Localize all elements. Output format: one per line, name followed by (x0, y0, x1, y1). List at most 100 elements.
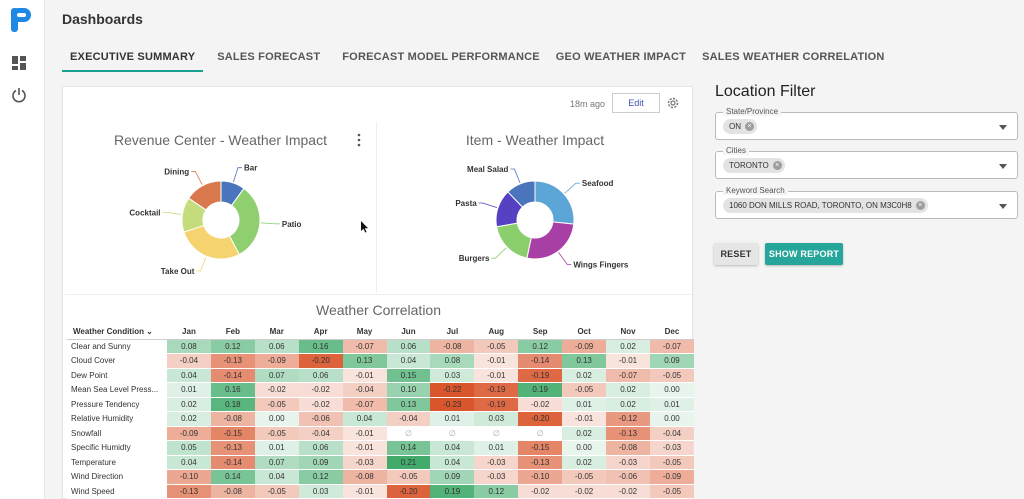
heatmap-cell: ∅ (474, 426, 519, 441)
heatmap-cell: 0.19 (518, 382, 563, 398)
reset-button[interactable]: RESET (714, 243, 758, 265)
cities-chip-label: TORONTO (729, 161, 769, 170)
gear-icon[interactable] (666, 96, 680, 110)
dashboard-icon[interactable] (11, 55, 27, 71)
heatmap-cell: -0.02 (298, 397, 343, 412)
revenue-leader-line (232, 167, 242, 183)
state-label: State/Province (723, 107, 782, 116)
revenue-slice-dining[interactable] (187, 180, 222, 211)
chevron-down-icon[interactable] (999, 164, 1007, 169)
heatmap-cell: 0.12 (474, 484, 519, 499)
tab-sales-forecast[interactable]: SALES FORECAST (217, 51, 321, 63)
heatmap-cell: 0.06 (254, 339, 299, 354)
chip-remove-icon[interactable]: × (915, 201, 925, 210)
column-header-mar: Mar (254, 325, 299, 340)
heatmap-cell: -0.14 (518, 353, 563, 369)
column-header-jul: Jul (430, 325, 475, 340)
row-label: Clear and Sunny (67, 339, 167, 354)
heatmap-cell: 0.10 (386, 382, 431, 398)
row-label: Pressure Tendency (67, 397, 167, 412)
heatmap-cell: -0.04 (649, 426, 694, 441)
table-row: Wind Direction -0.10 0.14 0.04 0.12 -0.08 -0.0… (67, 469, 694, 485)
row-label: Wind Direction (67, 469, 167, 485)
app-logo[interactable] (9, 6, 35, 34)
heatmap-cell: 0.02 (606, 382, 650, 398)
heatmap-cell: 0.07 (254, 368, 299, 383)
last-updated: 18m ago (570, 99, 606, 109)
heatmap-cell: 0.12 (210, 339, 255, 354)
heatmap-cell: 0.04 (430, 455, 475, 470)
heatmap-cell: -0.02 (518, 397, 563, 412)
heatmap-cell: 0.08 (167, 339, 211, 354)
heatmap-cell: 0.01 (254, 440, 299, 456)
heatmap-cell: 0.04 (342, 411, 387, 427)
item-slice-seafood[interactable] (534, 180, 575, 225)
heatmap-cell: -0.05 (649, 484, 694, 499)
heatmap-cell: 0.03 (430, 368, 475, 383)
item-slice-wings-fingers[interactable] (526, 221, 575, 260)
revenue-leader-line (191, 171, 203, 185)
heatmap-cell: 0.02 (167, 411, 211, 427)
revenue-slice-take-out[interactable] (183, 224, 240, 260)
heatmap-cell: 0.12 (518, 339, 563, 354)
heatmap-cell: -0.06 (298, 411, 343, 427)
chevron-down-icon[interactable] (999, 125, 1007, 130)
heatmap-cell: -0.08 (342, 469, 387, 485)
heatmap-cell: -0.20 (518, 411, 563, 427)
more-options-icon[interactable] (356, 133, 362, 147)
heatmap-cell: 0.01 (167, 382, 211, 398)
chevron-down-icon[interactable] (999, 204, 1007, 209)
heatmap-cell: -0.08 (210, 411, 255, 427)
heatmap-cell: 0.03 (474, 411, 519, 427)
revenue-label-dining: Dining (164, 167, 189, 176)
column-header-may: May (342, 325, 387, 340)
chip-remove-icon[interactable]: × (772, 161, 782, 170)
item-label-seafood: Seafood (582, 179, 614, 188)
state-select[interactable]: State/Province ON × (715, 107, 1018, 140)
tab-sales-weather-correlation[interactable]: SALES WEATHER CORRELATION (702, 51, 885, 63)
power-icon[interactable] (11, 87, 27, 103)
item-slice-meal-salad[interactable] (507, 180, 536, 208)
heatmap-cell: 0.09 (430, 469, 475, 485)
heatmap-cell: -0.05 (254, 397, 299, 412)
item-slice-burgers[interactable] (496, 222, 532, 259)
keyword-search-select[interactable]: Keyword Search 1060 DON MILLS ROAD, TORO… (715, 186, 1018, 219)
heatmap-cell: 0.09 (298, 455, 343, 470)
nav-rail (0, 0, 45, 499)
chip-remove-icon[interactable]: × (745, 122, 754, 131)
heatmap-cell: -0.05 (254, 484, 299, 499)
heatmap-cell: -0.22 (430, 382, 475, 398)
heatmap-cell: -0.04 (386, 411, 431, 427)
heatmap-cell: -0.13 (210, 440, 255, 456)
revenue-label-cocktail: Cocktail (129, 208, 160, 217)
heatmap-cell: -0.13 (606, 426, 650, 441)
heatmap-cell: 0.04 (167, 368, 211, 383)
item-label-meal-salad: Meal Salad (467, 165, 508, 174)
keyword-chip: 1060 DON MILLS ROAD, TORONTO, ON M3C0H8 × (723, 198, 928, 213)
mouse-cursor-icon (361, 221, 368, 233)
revenue-leader-line (162, 211, 182, 215)
heatmap-cell: -0.06 (606, 469, 650, 485)
tab-geo-weather-impact[interactable]: GEO WEATHER IMPACT (555, 51, 687, 63)
item-donut-chart: Seafood Wings Fingers Burgers Pasta Meal Sal… (455, 165, 629, 269)
revenue-slice-patio[interactable] (228, 187, 261, 256)
row-header[interactable]: Weather Condition ⌄ (67, 325, 167, 340)
revenue-leader-line (196, 256, 207, 272)
heatmap-cell: 0.02 (562, 455, 607, 470)
heatmap-cell: 0.15 (386, 368, 431, 383)
heatmap-cell: -0.14 (210, 368, 255, 383)
row-label: Snowfall (67, 426, 167, 441)
heatmap-cell: -0.13 (518, 455, 563, 470)
tab-forecast-model-performance[interactable]: FORECAST MODEL PERFORMANCE (342, 51, 540, 63)
heatmap-cell: 0.02 (562, 368, 607, 383)
show-report-button[interactable]: SHOW REPORT (765, 243, 843, 265)
heatmap-cell: 0.19 (430, 484, 475, 499)
heatmap-cell: -0.05 (562, 382, 607, 398)
cities-select[interactable]: Cities TORONTO × (715, 146, 1018, 179)
item-leader-line (491, 247, 507, 259)
heatmap-cell: 0.04 (167, 455, 211, 470)
correlation-title: Weather Correlation (315, 302, 442, 318)
edit-button[interactable]: Edit (612, 93, 660, 113)
tab-executive-summary[interactable]: EXECUTIVE SUMMARY (62, 44, 204, 72)
column-header-dec: Dec (649, 325, 694, 340)
